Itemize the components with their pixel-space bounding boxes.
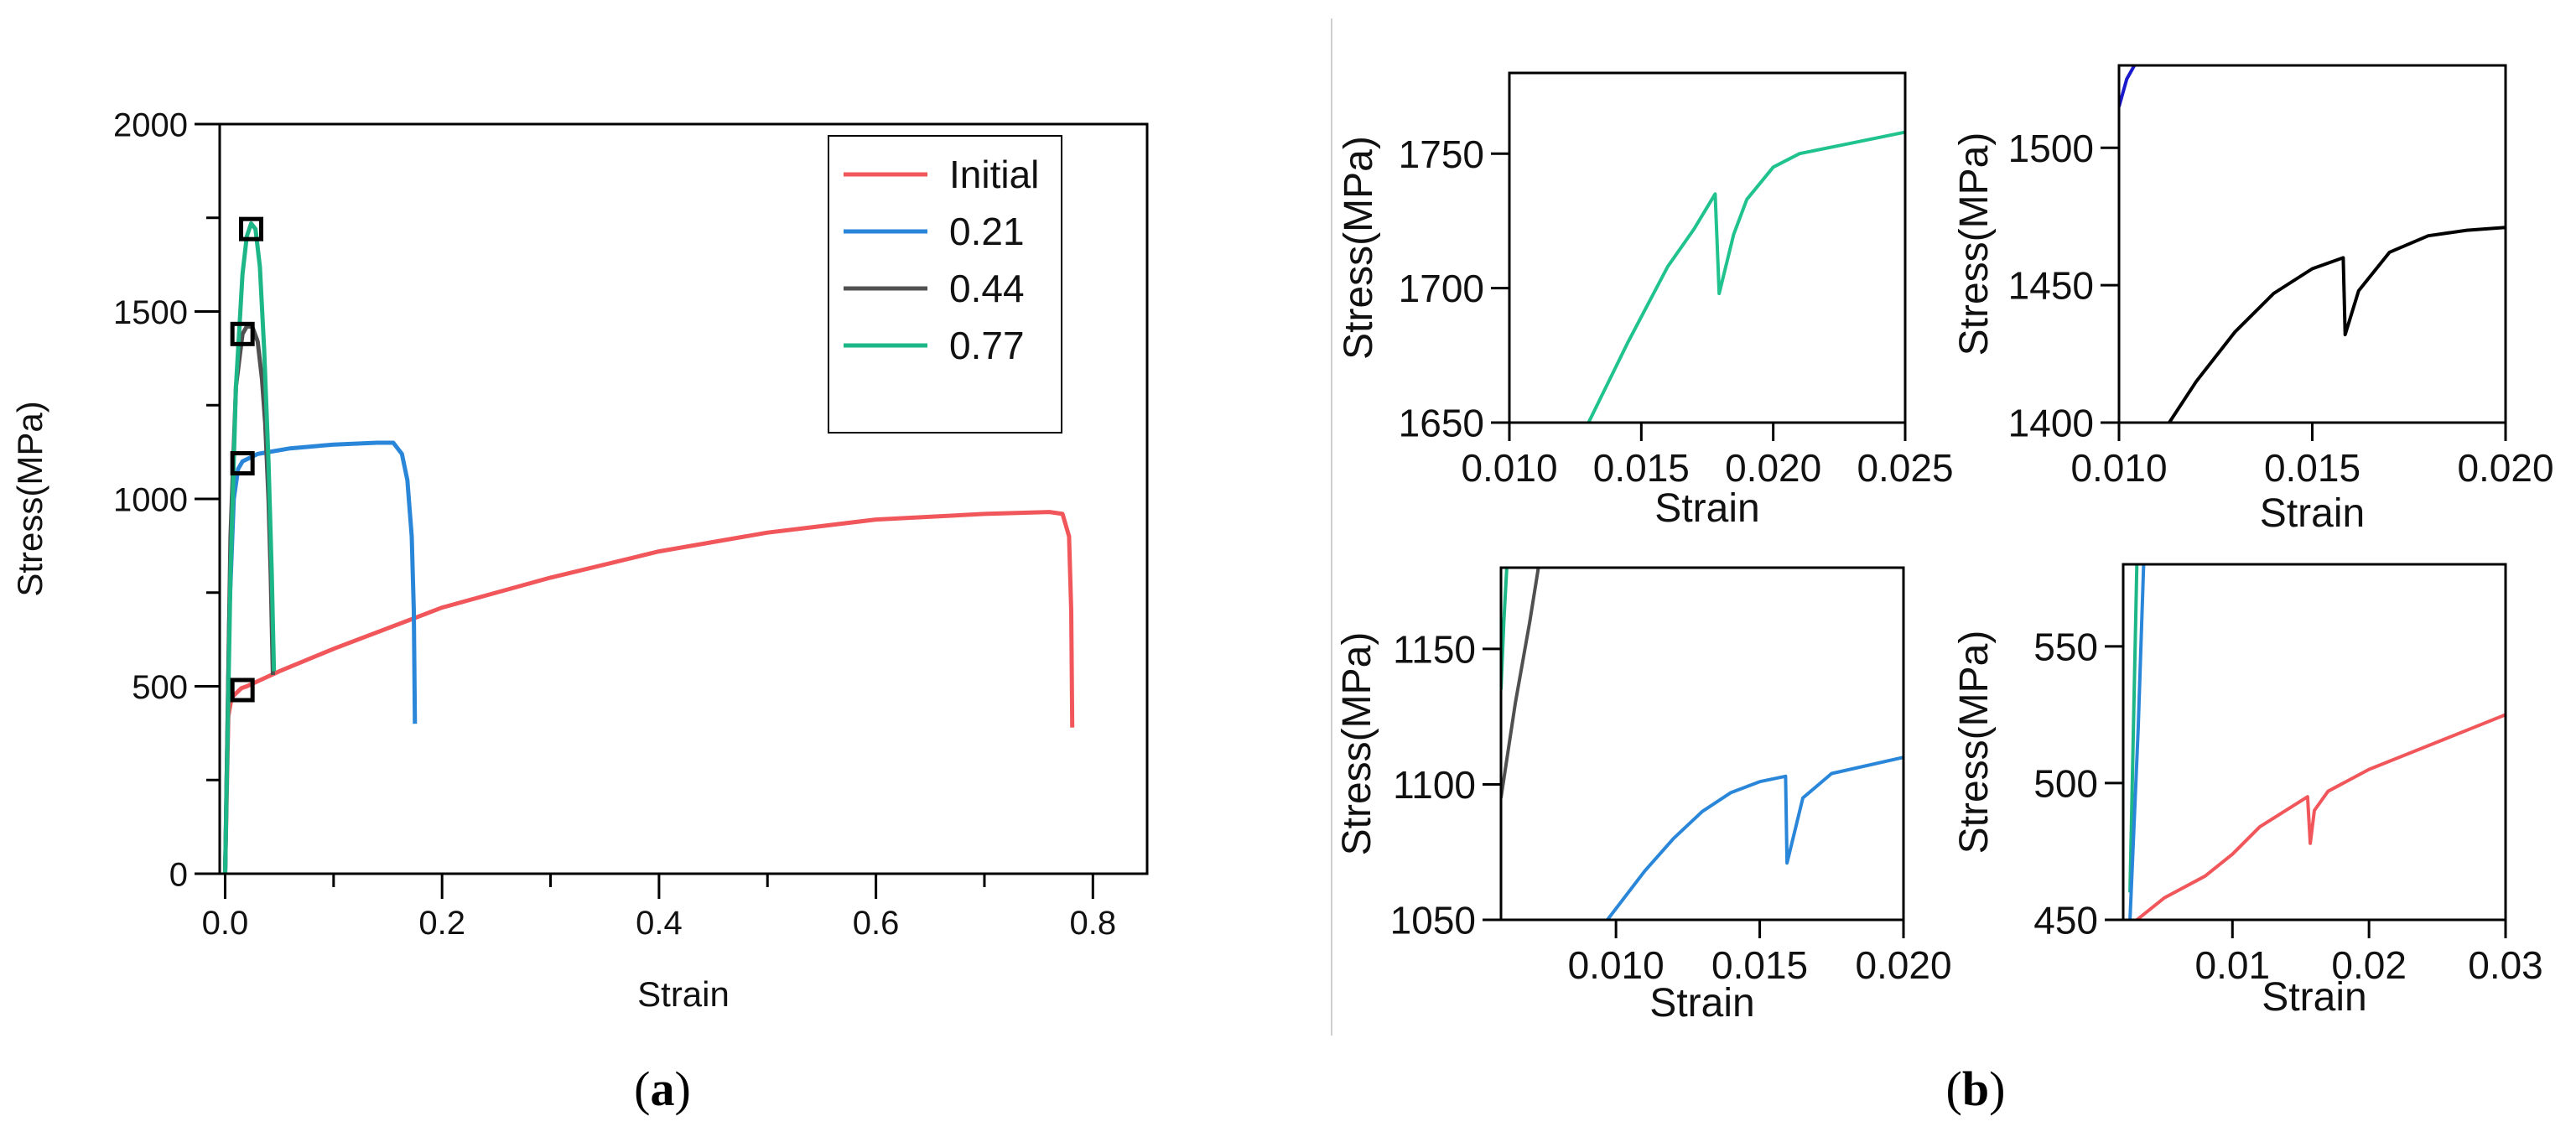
- series-line-0.21: [2119, 65, 2137, 107]
- y-axis-label: Stress(MPa): [1337, 136, 1381, 360]
- y-tick-label: 1650: [1399, 402, 1484, 445]
- caption-a-open: (: [634, 1062, 650, 1116]
- marker-square-Initial: [230, 678, 255, 703]
- legend-label-0.44: 0.44: [949, 267, 1025, 310]
- charts-container: 0.0 0.2 0.4 0.6 0.8 0 500 1000 1500 2000 Strain Str…: [10, 64, 2554, 1025]
- y-tick-label: 1500: [2008, 127, 2094, 170]
- x-tick-label: 0.020: [1855, 943, 1951, 987]
- x-tick-label: 0.015: [1711, 943, 1808, 987]
- x-tick-label: 0.6: [853, 905, 900, 942]
- caption-b-close: ): [1989, 1062, 2005, 1116]
- legend-box: [828, 135, 1062, 434]
- y-tick-label: 500: [2033, 761, 2098, 805]
- x-axis-label: Strain: [1649, 981, 1754, 1025]
- series-line-0.21: [2128, 564, 2146, 920]
- y-tick-label: 1700: [1399, 267, 1484, 310]
- chart-b3: 0.010 0.015 0.020 1050 1100 1150 Strain Stress(…: [1335, 566, 1952, 1025]
- series-line-Initial: [223, 510, 1075, 874]
- series-line-Initial: [2136, 713, 2506, 920]
- y-tick-label: 1050: [1390, 899, 1476, 942]
- x-tick-label: 0.03: [2468, 943, 2543, 987]
- marker-square-0.44: [230, 321, 255, 346]
- caption-a-letter: a: [651, 1062, 675, 1116]
- chart-b1: 0.010 0.015 0.020 0.025 1650 1700 1750 Strain St…: [1337, 71, 1954, 531]
- x-tick-label: 0.010: [1461, 446, 1557, 490]
- legend-label-Initial: Initial: [949, 153, 1039, 196]
- caption-b-open: (: [1946, 1062, 1962, 1116]
- x-tick-label: 0.01: [2195, 943, 2271, 987]
- x-tick-label: 0.0: [202, 905, 249, 942]
- plot-frame: [1508, 71, 1907, 424]
- y-tick-label: 1450: [2008, 264, 2094, 308]
- x-tick-label: 0.015: [2264, 446, 2360, 490]
- caption-b-letter: b: [1962, 1062, 1989, 1116]
- legend-label-0.77: 0.77: [949, 324, 1025, 367]
- x-axis-label: Strain: [637, 974, 730, 1014]
- caption-a-close: ): [675, 1062, 691, 1116]
- x-tick-label: 0.015: [1593, 446, 1690, 490]
- x-tick-label: 0.020: [2457, 446, 2553, 490]
- y-tick-label: 1000: [113, 481, 188, 518]
- marker-square-0.77: [239, 216, 264, 241]
- series-line-0.77: [1587, 130, 1905, 423]
- y-tick-label: 1100: [1393, 763, 1476, 807]
- y-tick-label: 1500: [113, 294, 188, 331]
- series-line-0.21: [223, 440, 418, 874]
- y-axis-label: Stress(MPa): [10, 401, 49, 596]
- series-line-0.77: [2128, 564, 2139, 893]
- x-tick-label: 0.2: [418, 905, 465, 942]
- y-tick-label: 550: [2033, 625, 2098, 668]
- legend-label-0.21: 0.21: [949, 210, 1025, 253]
- y-axis-label: Stress(MPa): [1952, 132, 1997, 356]
- chart-b4: 0.01 0.02 0.03 450 500 550 Strain Stress(MPa): [1952, 563, 2543, 1020]
- y-axis-label: Stress(MPa): [1335, 632, 1379, 856]
- series-line-0.77: [223, 221, 277, 874]
- x-axis-label: Strain: [2262, 975, 2366, 1020]
- y-tick-label: 2000: [113, 106, 188, 143]
- y-tick-label: 1150: [1393, 627, 1476, 671]
- plot-frame: [1499, 566, 1905, 922]
- y-tick-label: 500: [132, 669, 188, 706]
- panel-caption-b: (b): [1946, 1062, 2006, 1116]
- series-line-0.44: [2168, 226, 2506, 423]
- y-tick-label: 1750: [1399, 132, 1484, 176]
- y-axis-label: Stress(MPa): [1952, 631, 1997, 854]
- x-tick-label: 0.010: [2070, 446, 2167, 490]
- y-tick-label: 450: [2033, 899, 2098, 942]
- x-tick-label: 0.025: [1857, 446, 1953, 490]
- x-axis-label: Strain: [1654, 486, 1759, 531]
- x-tick-label: 0.4: [636, 905, 683, 942]
- x-tick-label: 0.020: [1725, 446, 1821, 490]
- plot-frame: [2117, 64, 2507, 424]
- series-line-0.21: [1606, 755, 1903, 920]
- x-tick-label: 0.010: [1568, 943, 1665, 987]
- chart-a: 0.0 0.2 0.4 0.6 0.8 0 500 1000 1500 2000 Strain Str…: [10, 106, 1149, 1014]
- panel-caption-a: (a): [634, 1062, 691, 1116]
- plot-frame: [2122, 563, 2507, 922]
- x-tick-label: 0.02: [2331, 943, 2407, 987]
- x-axis-label: Strain: [2260, 491, 2365, 536]
- marker-square-0.21: [230, 451, 255, 476]
- chart-b2: 0.010 0.015 0.020 1400 1450 1500 Strain Stress(…: [1952, 64, 2554, 536]
- y-tick-label: 1400: [2008, 402, 2094, 445]
- series-line-0.44: [1501, 568, 1540, 798]
- x-tick-label: 0.8: [1070, 905, 1117, 942]
- y-tick-label: 0: [169, 856, 188, 893]
